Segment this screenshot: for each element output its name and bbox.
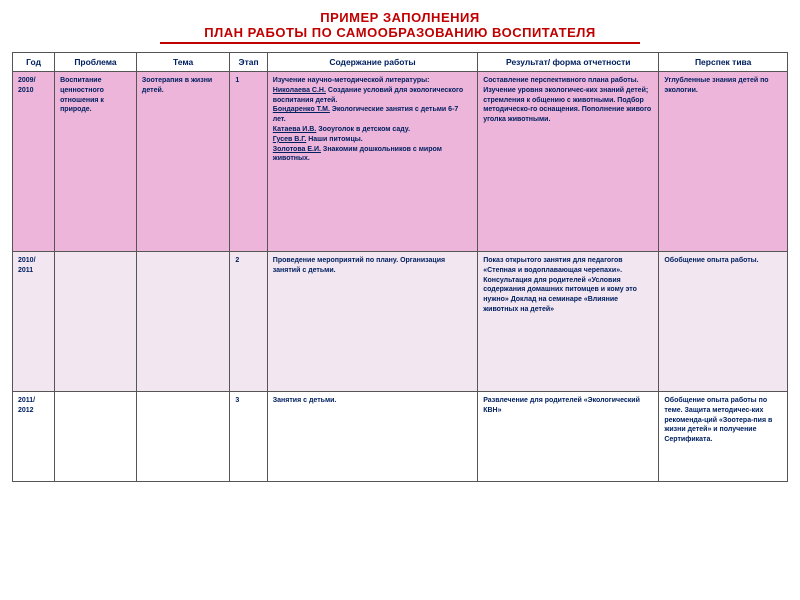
- cell-stage: 2: [230, 252, 267, 392]
- col-header-stage: Этап: [230, 53, 267, 72]
- cell-year: 2011/ 2012: [13, 392, 55, 482]
- cell-problem: Воспитание ценностного отношения к приро…: [55, 72, 137, 252]
- col-header-year: Год: [13, 53, 55, 72]
- author: Николаева С.Н.: [273, 87, 326, 94]
- cell-theme: [136, 252, 230, 392]
- col-header-theme: Тема: [136, 53, 230, 72]
- cell-content: Проведение мероприятий по плану. Организ…: [267, 252, 477, 392]
- cell-theme: Зоотерапия в жизни детей.: [136, 72, 230, 252]
- title-line-1: ПРИМЕР ЗАПОЛНЕНИЯ: [12, 10, 788, 25]
- work: Наши питомцы.: [306, 136, 362, 143]
- cell-stage: 1: [230, 72, 267, 252]
- cell-theme: [136, 392, 230, 482]
- col-header-perspective: Перспек тива: [659, 53, 788, 72]
- author: Золотова Е.И.: [273, 146, 321, 153]
- col-header-content: Содержание работы: [267, 53, 477, 72]
- cell-result: Развлечение для родителей «Экологический…: [478, 392, 659, 482]
- cell-problem: [55, 392, 137, 482]
- cell-year: 2010/ 2011: [13, 252, 55, 392]
- cell-result: Составление перспективного плана работы.…: [478, 72, 659, 252]
- author: Катаева И.В.: [273, 126, 317, 133]
- cell-year: 2009/ 2010: [13, 72, 55, 252]
- plan-table: Год Проблема Тема Этап Содержание работы…: [12, 52, 788, 482]
- work: Зооуголок в детском саду.: [316, 126, 410, 133]
- content-intro: Изучение научно-методической литературы:: [273, 77, 430, 84]
- col-header-problem: Проблема: [55, 53, 137, 72]
- document-page: ПРИМЕР ЗАПОЛНЕНИЯ ПЛАН РАБОТЫ ПО САМООБР…: [0, 0, 800, 600]
- table-header-row: Год Проблема Тема Этап Содержание работы…: [13, 53, 788, 72]
- table-row: 2010/ 2011 2 Проведение мероприятий по п…: [13, 252, 788, 392]
- title-underline: [160, 42, 640, 44]
- cell-result: Показ открытого занятия для педагогов «С…: [478, 252, 659, 392]
- cell-stage: 3: [230, 392, 267, 482]
- table-row: 2011/ 2012 3 Занятия с детьми. Развлечен…: [13, 392, 788, 482]
- author: Гусев В.Г.: [273, 136, 307, 143]
- title-block: ПРИМЕР ЗАПОЛНЕНИЯ ПЛАН РАБОТЫ ПО САМООБР…: [12, 10, 788, 44]
- cell-problem: [55, 252, 137, 392]
- cell-perspective: Обобщение опыта работы.: [659, 252, 788, 392]
- cell-content: Занятия с детьми.: [267, 392, 477, 482]
- author: Бондаренко Т.М.: [273, 106, 330, 113]
- table-row: 2009/ 2010 Воспитание ценностного отноше…: [13, 72, 788, 252]
- cell-perspective: Углубленные знания детей по экологии.: [659, 72, 788, 252]
- title-line-2: ПЛАН РАБОТЫ ПО САМООБРАЗОВАНИЮ ВОСПИТАТЕ…: [12, 25, 788, 40]
- cell-content: Изучение научно-методической литературы:…: [267, 72, 477, 252]
- col-header-result: Результат/ форма отчетности: [478, 53, 659, 72]
- cell-perspective: Обобщение опыта работы по теме. Защита м…: [659, 392, 788, 482]
